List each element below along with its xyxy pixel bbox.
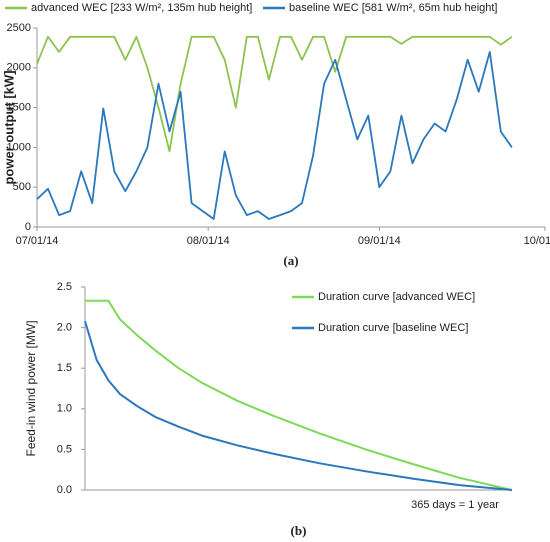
caption: (b) — [291, 523, 307, 538]
legend-label: advanced WEC [233 W/m², 135m hub height] — [31, 2, 252, 14]
legend-label: baseline WEC [581 W/m², 65m hub height] — [289, 2, 497, 14]
y-tick-label: 0.5 — [57, 443, 72, 455]
y-tick-label: 2500 — [7, 22, 31, 34]
legend-label: Duration curve [baseline WEC] — [318, 322, 468, 334]
series-line — [85, 299, 513, 491]
x-tick-label: 10/01/14 — [524, 235, 550, 247]
y-tick-label: 500 — [13, 181, 31, 193]
legend-label: Duration curve [advanced WEC] — [318, 291, 475, 303]
y-tick-label: 0.0 — [57, 484, 72, 496]
y-tick-label: 2.0 — [57, 322, 72, 334]
y-tick-label: 1500 — [7, 102, 31, 114]
x-axis-title: 365 days = 1 year — [411, 499, 499, 511]
y-tick-label: 2.5 — [57, 281, 72, 293]
y-tick-label: 1000 — [7, 141, 31, 153]
x-tick-label: 09/01/14 — [358, 235, 401, 247]
y-axis-title: Feed-in wind power [MW] — [24, 320, 38, 456]
series-line — [36, 51, 513, 220]
y-tick-label: 2000 — [7, 62, 31, 74]
y-axis-title: power output [kW] — [1, 70, 16, 184]
series-line — [84, 320, 513, 491]
caption: (a) — [283, 253, 298, 268]
series-line — [36, 35, 513, 153]
y-tick-label: 1.5 — [57, 362, 72, 374]
x-tick-label: 08/01/14 — [187, 235, 230, 247]
y-tick-label: 1.0 — [57, 403, 72, 415]
y-tick-label: 0 — [25, 221, 31, 233]
x-tick-label: 07/01/14 — [16, 235, 59, 247]
